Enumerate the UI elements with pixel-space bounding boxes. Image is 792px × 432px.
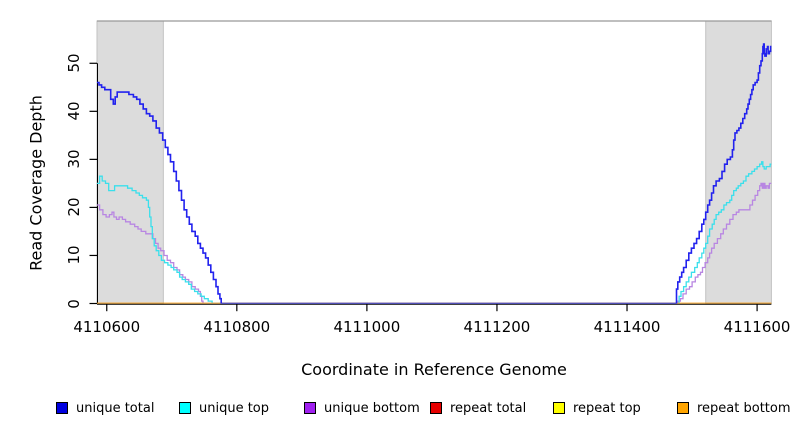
legend-item-repeat-top: repeat top [553, 400, 641, 416]
legend-label: repeat bottom [697, 400, 791, 416]
legend-item-unique-total: unique total [56, 400, 154, 416]
series-line-unique-total [97, 43, 772, 304]
legend-swatch-icon [430, 402, 442, 414]
x-tick-label: 4111200 [463, 318, 531, 336]
legend-item-repeat-bottom: repeat bottom [677, 400, 791, 416]
legend-label: repeat total [450, 400, 527, 416]
legend-swatch-icon [179, 402, 191, 414]
legend-label: repeat top [573, 400, 641, 416]
y-tick-label: 0 [65, 298, 83, 309]
y-tick-label: 10 [65, 245, 83, 265]
x-tick-label: 4111000 [333, 318, 401, 336]
legend-swatch-icon [677, 402, 689, 414]
shaded-region [96, 20, 164, 304]
series-line-unique-top [97, 161, 772, 304]
x-tick-label: 4111400 [593, 318, 661, 336]
y-axis-title: Read Coverage Depth [26, 95, 46, 271]
x-tick-label: 4111600 [723, 318, 791, 336]
legend-swatch-icon [56, 402, 68, 414]
legend-swatch-icon [304, 402, 316, 414]
x-tick-label: 4110600 [73, 318, 141, 336]
x-tick-label: 4110800 [203, 318, 271, 336]
y-tick-label: 30 [65, 149, 83, 169]
legend-item-repeat-total: repeat total [430, 400, 526, 416]
legend-label: unique top [199, 400, 270, 416]
legend-label: unique total [76, 400, 155, 416]
series-line-unique-bottom [97, 182, 772, 304]
legend-swatch-icon [553, 402, 565, 414]
y-tick-label: 40 [65, 101, 83, 121]
x-axis-title: Coordinate in Reference Genome [301, 360, 567, 379]
y-tick-label: 50 [65, 53, 83, 73]
legend-label: unique bottom [324, 400, 420, 416]
y-tick-label: 20 [65, 197, 83, 217]
legend-item-unique-bottom: unique bottom [304, 400, 420, 416]
legend-item-unique-top: unique top [179, 400, 269, 416]
